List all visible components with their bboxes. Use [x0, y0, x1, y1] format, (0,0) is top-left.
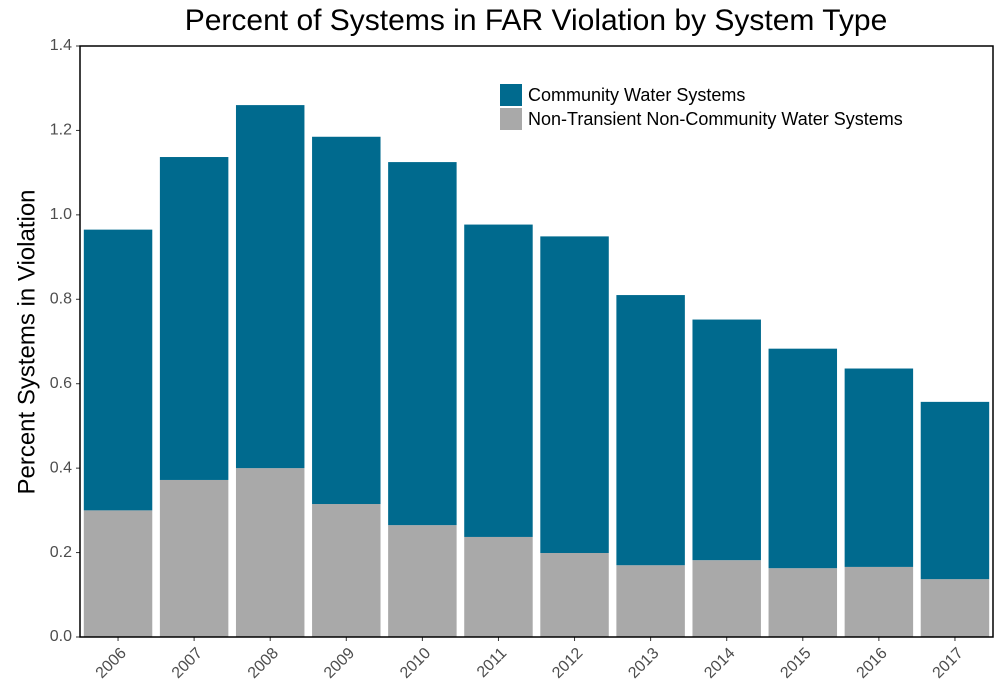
y-tick-label: 1.4	[50, 37, 72, 54]
x-tick-label: 2007	[169, 645, 206, 682]
bar-segment	[235, 105, 305, 469]
bar-segment	[768, 568, 838, 637]
y-tick-label: 0.8	[50, 291, 72, 308]
bar-segment	[616, 565, 685, 637]
bar-segment	[616, 295, 685, 566]
bar-segment	[388, 162, 457, 526]
bar-segment	[464, 224, 533, 537]
bar-segment	[83, 510, 153, 637]
chart-title: Percent of Systems in FAR Violation by S…	[185, 4, 888, 37]
bar-segment	[312, 504, 381, 637]
y-tick-label: 1.2	[50, 122, 72, 139]
x-tick-label: 2014	[701, 645, 738, 682]
x-tick-label: 2013	[625, 645, 662, 682]
bar-segment	[540, 552, 609, 637]
y-axis-label: Percent Systems in Violation	[13, 189, 40, 494]
legend-label: Community Water Systems	[528, 85, 745, 105]
bar-segment	[159, 157, 229, 480]
x-tick-label: 2017	[930, 645, 967, 682]
y-tick-label: 0.4	[50, 459, 72, 476]
bar-segment	[159, 479, 229, 637]
legend-swatch	[500, 84, 522, 106]
bar-segment	[692, 560, 761, 637]
bar-segment	[540, 236, 609, 553]
bar-segment	[388, 525, 457, 637]
y-tick-label: 1.0	[50, 206, 72, 223]
bar-segment	[844, 368, 914, 567]
bar-segment	[83, 229, 153, 511]
x-tick-label: 2012	[549, 645, 586, 682]
y-tick-label: 0.0	[50, 628, 72, 645]
bar-segment	[692, 319, 761, 561]
legend-swatch	[500, 108, 522, 130]
bar-segment	[312, 136, 381, 505]
bar-segment	[235, 468, 305, 637]
bar-segment	[464, 536, 533, 637]
bar-segment	[768, 348, 838, 569]
x-tick-label: 2015	[777, 645, 814, 682]
bar-segment	[920, 579, 990, 637]
x-tick-label: 2011	[474, 645, 510, 681]
x-tick-label: 2010	[397, 645, 434, 682]
bar-segment	[844, 566, 914, 637]
x-tick-label: 2009	[321, 645, 358, 682]
x-tick-label: 2008	[245, 645, 282, 682]
x-tick-label: 2006	[93, 645, 130, 682]
y-tick-label: 0.6	[50, 375, 72, 392]
y-tick-label: 0.2	[50, 544, 72, 561]
plot-border	[79, 45, 994, 638]
legend-label: Non-Transient Non-Community Water System…	[528, 109, 903, 129]
x-tick-label: 2016	[853, 645, 890, 682]
bar-segment	[920, 401, 990, 580]
